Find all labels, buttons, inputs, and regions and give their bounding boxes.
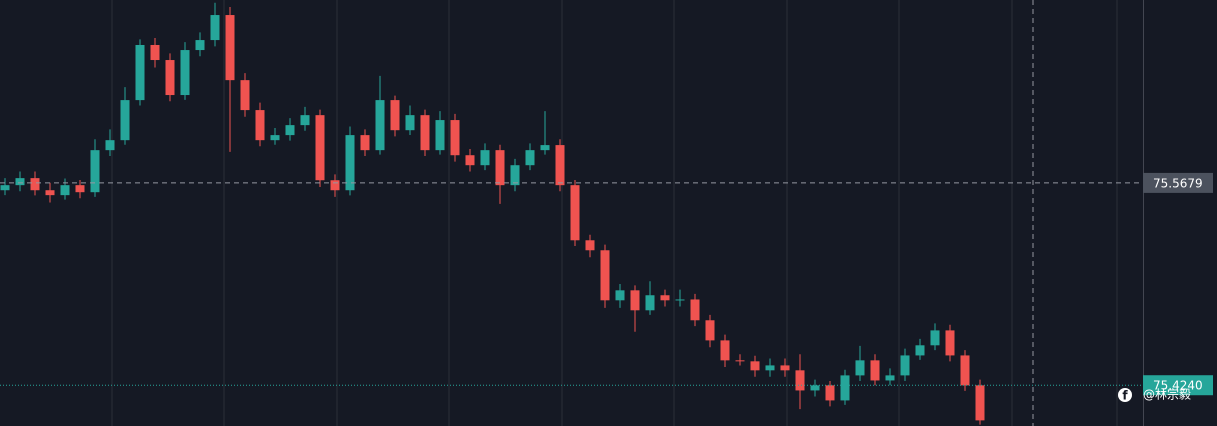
time-grid <box>111 0 1118 426</box>
candle-body <box>780 365 790 371</box>
candle-body <box>705 320 715 341</box>
watermark-icon-glyph: f <box>1122 389 1128 403</box>
candle-body <box>180 50 190 96</box>
candle-body <box>615 290 625 301</box>
candle-body <box>285 125 295 136</box>
candle-body <box>900 355 910 376</box>
candle-body <box>675 299 685 301</box>
candle-body <box>750 361 760 371</box>
watermark-icon <box>1118 388 1132 402</box>
candle-body <box>525 150 535 166</box>
candle-body <box>135 44 145 101</box>
candle-body <box>795 370 805 391</box>
watermark-text: @林宗毅 <box>1143 387 1191 402</box>
candle-body <box>735 360 745 362</box>
candle-body <box>945 330 955 356</box>
candle-body <box>810 385 820 391</box>
candle-body <box>120 100 130 141</box>
candle-body <box>915 345 925 356</box>
candle-body <box>600 250 610 301</box>
candle-body <box>150 44 160 61</box>
candle-body <box>540 145 550 151</box>
candle-body <box>60 185 70 196</box>
candle-body <box>435 120 445 151</box>
candle-body <box>75 185 85 193</box>
candle-body <box>90 150 100 193</box>
candle-body <box>15 178 25 186</box>
candle-body <box>465 155 475 166</box>
candle-body <box>300 115 310 126</box>
candle-body <box>960 355 970 386</box>
watermark: f @林宗毅 <box>1118 387 1191 403</box>
candle-body <box>45 190 55 196</box>
candle-body <box>420 115 430 151</box>
last-price-label: 75.4240 <box>1153 379 1203 393</box>
candle-body <box>555 145 565 186</box>
candle-body <box>765 365 775 371</box>
candle-body <box>495 150 505 186</box>
candle-body <box>195 40 205 51</box>
candle-body <box>0 185 10 191</box>
candle-body <box>570 185 580 241</box>
candle-body <box>645 295 655 311</box>
candles <box>0 2 985 425</box>
candle-body <box>210 15 220 41</box>
candle-body <box>225 15 235 81</box>
candle-body <box>855 360 865 376</box>
candle-body <box>255 110 265 141</box>
candle-body <box>870 360 880 381</box>
candle-body <box>360 135 370 151</box>
candle-body <box>375 100 385 151</box>
candle-body <box>270 135 280 141</box>
candle-body <box>165 60 175 96</box>
candle-body <box>630 290 640 311</box>
candle-body <box>450 120 460 156</box>
candle-body <box>510 165 520 186</box>
candle-body <box>660 295 670 301</box>
crosshair-label: 75.5679 <box>1153 176 1203 190</box>
last-price-box <box>1143 375 1213 396</box>
candle-body <box>585 240 595 251</box>
candle-body <box>720 340 730 361</box>
candle-body <box>930 330 940 346</box>
overlay: 75.5679 75.4240 <box>0 172 1213 396</box>
candle-body <box>390 100 400 131</box>
candle-body <box>240 80 250 111</box>
candle-body <box>330 180 340 191</box>
candle-body <box>405 115 415 131</box>
candle-body <box>480 150 490 166</box>
candle-body <box>690 299 700 321</box>
candle-body <box>840 375 850 401</box>
candle-body <box>30 178 40 191</box>
candle-body <box>825 385 835 401</box>
crosshair-label-box <box>1143 172 1213 193</box>
candle-body <box>345 135 355 191</box>
candle-body <box>105 140 115 151</box>
candle-body <box>975 385 985 421</box>
candle-body <box>885 375 895 381</box>
candle-body <box>315 115 325 181</box>
